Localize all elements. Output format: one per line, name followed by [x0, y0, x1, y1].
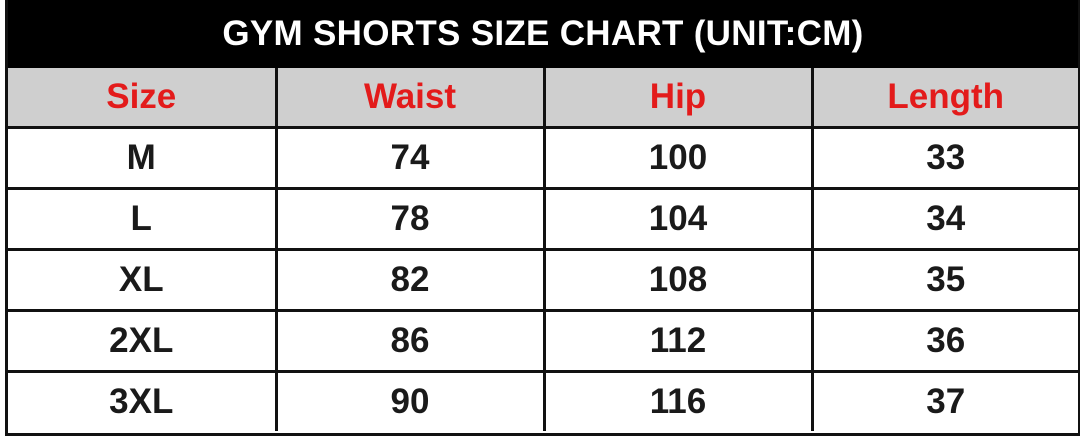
header-waist: Waist — [274, 68, 546, 129]
cell-length: 37 — [810, 370, 1078, 431]
cell-length: 36 — [810, 309, 1078, 373]
cell-waist: 90 — [274, 370, 546, 431]
cell-size: 3XL — [8, 370, 278, 431]
cell-length: 34 — [810, 187, 1078, 251]
cell-hip: 112 — [542, 309, 814, 373]
cell-waist: 86 — [274, 309, 546, 373]
size-chart: GYM SHORTS SIZE CHART (UNIT:CM) Size Wai… — [5, 0, 1080, 436]
table-row: XL 82 108 35 — [8, 248, 1078, 312]
header-size: Size — [8, 68, 278, 129]
table-row: 3XL 90 116 37 — [8, 370, 1078, 431]
table-row: L 78 104 34 — [8, 187, 1078, 251]
cell-hip: 100 — [542, 126, 814, 190]
cell-length: 33 — [810, 126, 1078, 190]
size-table: Size Waist Hip Length M 74 100 33 L 78 104 34 XL… — [8, 68, 1078, 431]
cell-size: M — [8, 126, 278, 190]
table-row: M 74 100 33 — [8, 126, 1078, 190]
cell-hip: 116 — [542, 370, 814, 431]
cell-size: L — [8, 187, 278, 251]
cell-length: 35 — [810, 248, 1078, 312]
header-length: Length — [810, 68, 1078, 129]
cell-waist: 74 — [274, 126, 546, 190]
cell-waist: 82 — [274, 248, 546, 312]
cell-size: 2XL — [8, 309, 278, 373]
cell-waist: 78 — [274, 187, 546, 251]
chart-title: GYM SHORTS SIZE CHART (UNIT:CM) — [8, 0, 1078, 68]
table-row: 2XL 86 112 36 — [8, 309, 1078, 373]
cell-size: XL — [8, 248, 278, 312]
header-row: Size Waist Hip Length — [8, 68, 1078, 129]
header-hip: Hip — [542, 68, 814, 129]
cell-hip: 104 — [542, 187, 814, 251]
cell-hip: 108 — [542, 248, 814, 312]
